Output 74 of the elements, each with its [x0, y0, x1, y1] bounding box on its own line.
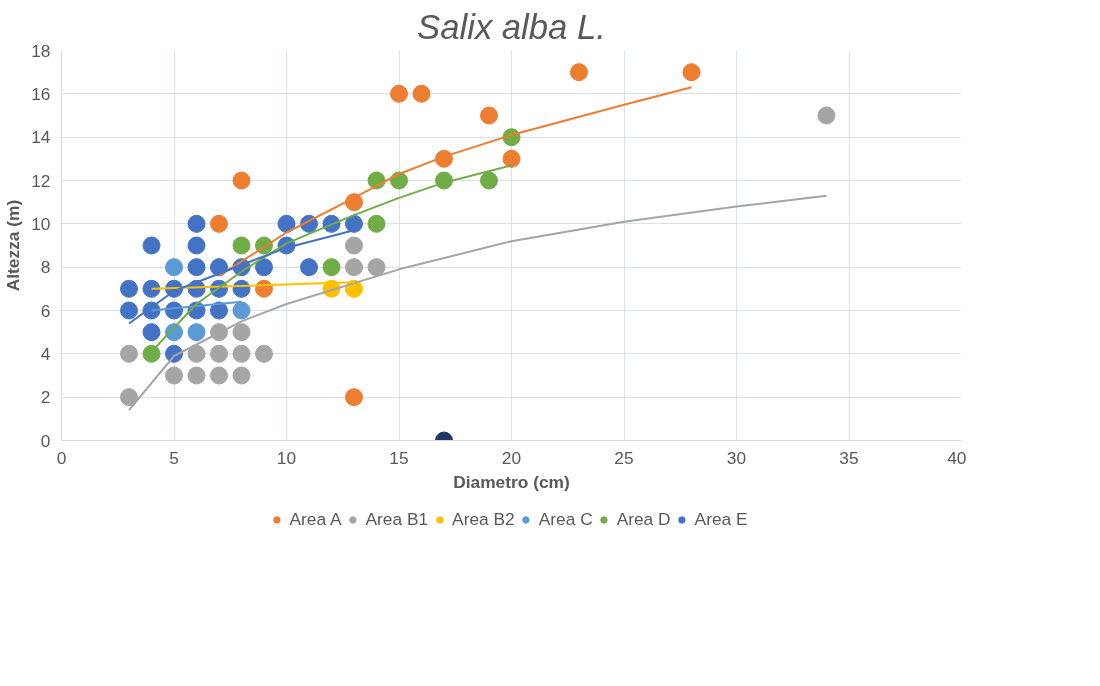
point	[345, 214, 363, 233]
point	[480, 106, 498, 125]
point	[345, 236, 363, 255]
point	[412, 84, 431, 103]
x-tick-label: 5	[169, 447, 179, 468]
point	[232, 301, 251, 320]
point	[142, 323, 161, 342]
point	[210, 344, 228, 363]
legend-label: Area A	[289, 508, 342, 530]
y-tick-label: 2	[40, 387, 51, 408]
x-tick-label: 25	[614, 447, 634, 468]
legend-label: Area D	[616, 508, 671, 530]
y-tick-label: 18	[31, 40, 51, 61]
point	[367, 258, 386, 277]
point	[232, 344, 251, 363]
y-tick-label: 12	[31, 170, 51, 191]
point	[502, 149, 521, 168]
point	[120, 388, 138, 407]
point	[322, 258, 341, 277]
point	[345, 193, 363, 212]
point	[300, 258, 318, 277]
y-tick-label: 8	[40, 257, 51, 278]
x-tick-label: 0	[56, 447, 67, 468]
y-tick-label: 6	[40, 300, 51, 321]
point	[210, 301, 228, 320]
y-tick-label: 14	[31, 127, 51, 148]
legend-label: Area B2	[452, 508, 515, 530]
point	[232, 236, 251, 255]
point	[120, 344, 138, 363]
point	[210, 214, 228, 233]
x-axis-title: Diametro (cm)	[453, 471, 570, 492]
point	[187, 236, 206, 255]
point	[120, 301, 138, 320]
point	[142, 279, 161, 298]
point	[367, 214, 386, 233]
chart-title: Salix alba L.	[417, 7, 606, 46]
point	[187, 344, 206, 363]
x-tick-label: 20	[501, 447, 522, 468]
point	[570, 63, 588, 82]
point	[480, 171, 498, 190]
point	[390, 84, 408, 103]
legend-label: Area C	[538, 508, 593, 530]
point	[165, 366, 183, 385]
x-tick-label: 15	[389, 447, 409, 468]
legend-label: Area B1	[365, 508, 429, 530]
point	[255, 258, 273, 277]
point	[187, 323, 206, 342]
point	[165, 258, 183, 277]
point	[187, 214, 206, 233]
x-tick-label: 30	[726, 447, 747, 468]
y-tick-label: 4	[40, 343, 51, 364]
point	[682, 63, 701, 82]
point	[345, 258, 363, 277]
point	[142, 236, 161, 255]
legend-label: Area E	[694, 508, 748, 530]
point	[232, 323, 251, 342]
point	[277, 214, 296, 233]
point	[142, 344, 161, 363]
x-tick-label: 40	[947, 447, 967, 468]
y-tick-label: 0	[40, 430, 51, 451]
x-tick-label: 35	[839, 447, 859, 468]
point	[232, 366, 251, 385]
point	[817, 106, 836, 125]
point	[187, 366, 206, 385]
point	[232, 171, 251, 190]
x-tick-label: 10	[276, 447, 297, 468]
y-tick-label: 16	[31, 83, 51, 104]
point	[210, 366, 228, 385]
point	[120, 279, 138, 298]
point	[187, 258, 206, 277]
y-tick-label: 10	[31, 213, 51, 234]
point	[345, 388, 363, 407]
y-axis-title: Altezza (m)	[3, 199, 24, 292]
point	[255, 344, 273, 363]
